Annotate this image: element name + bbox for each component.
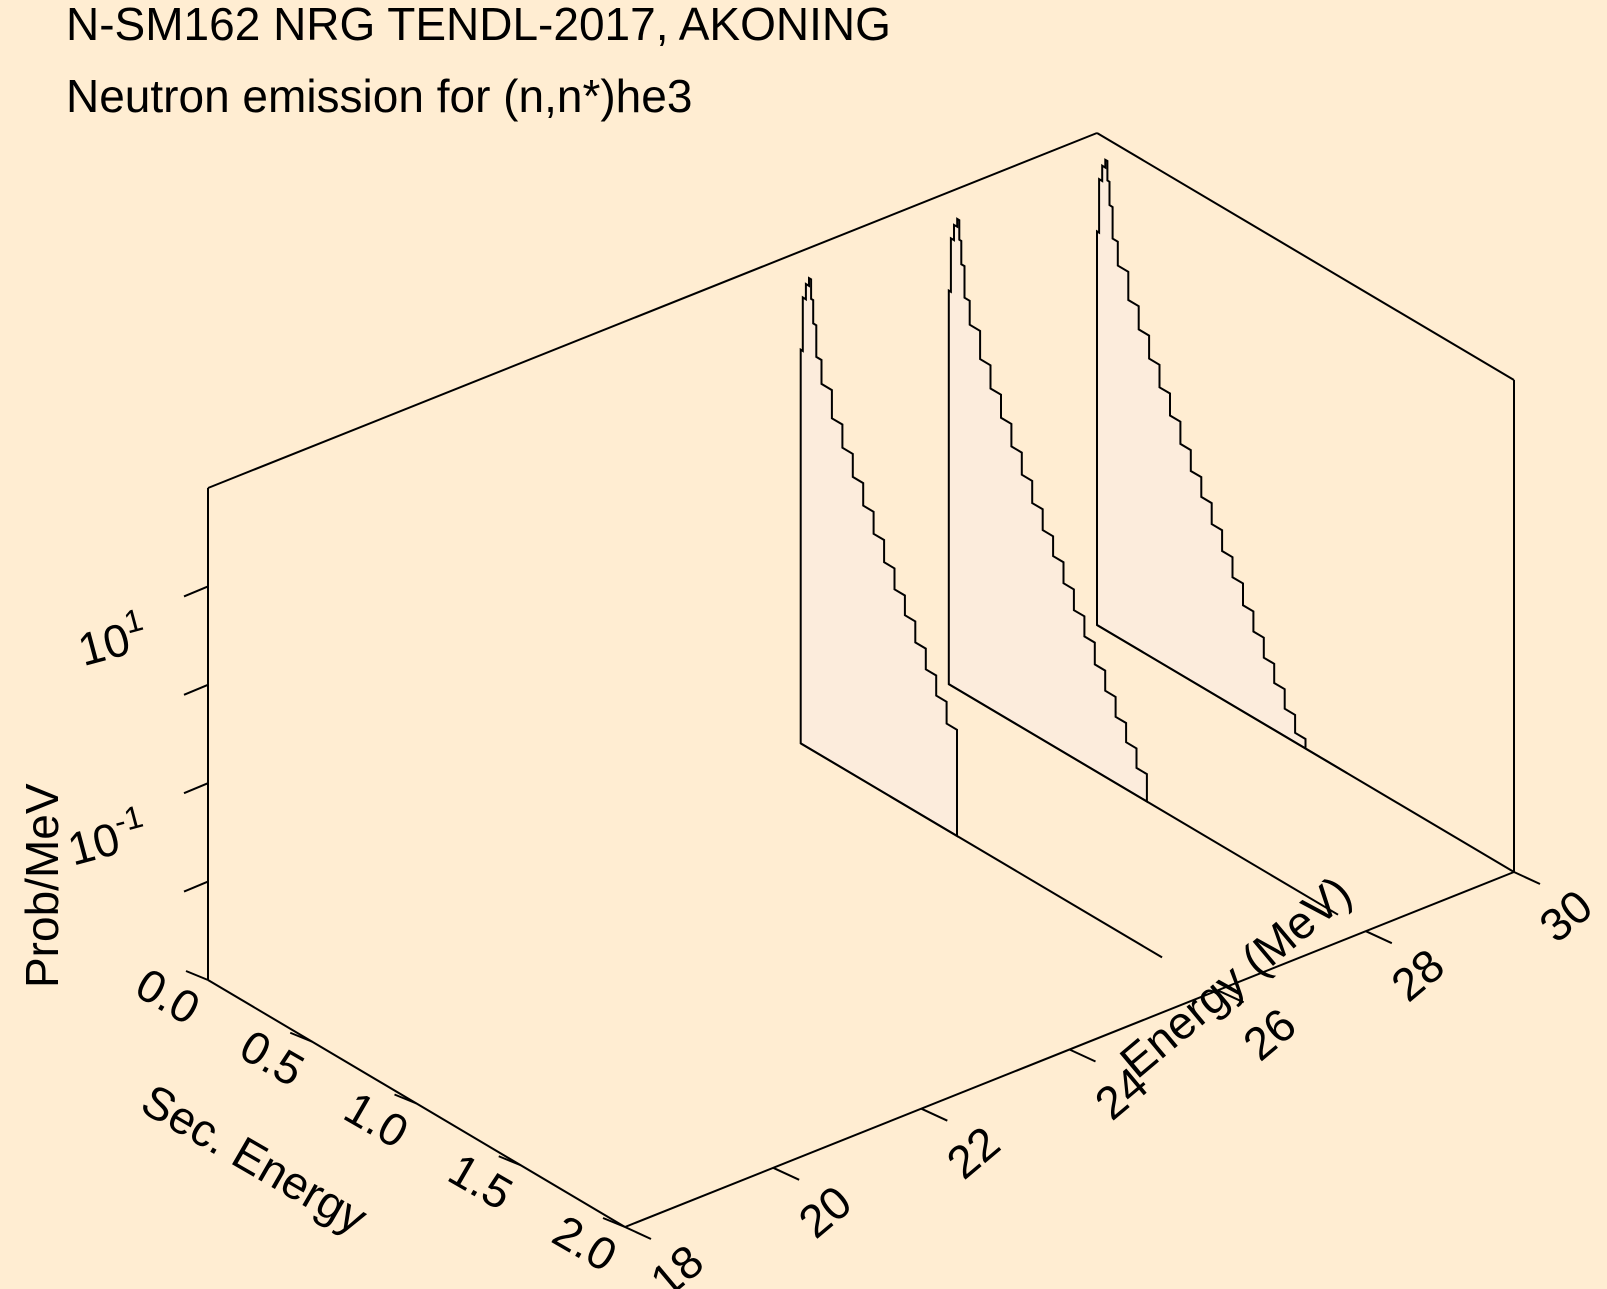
- spectrum-E30: [1096, 158, 1348, 775]
- y-tick-1: [772, 1166, 800, 1181]
- spectra-curves: [799, 158, 1515, 959]
- chart-title: N-SM162 NRG TENDL-2017, AKONING: [66, 0, 891, 50]
- y-tick-2: [920, 1107, 948, 1122]
- z-tick-label-0: 101: [71, 601, 153, 676]
- x-tick-0: [185, 970, 209, 981]
- y-tick-3: [1069, 1048, 1096, 1063]
- y-tick-5: [1365, 930, 1393, 945]
- baseline-E26: [800, 742, 1163, 959]
- y-tick-0: [624, 1226, 652, 1240]
- y-tick-6: [1513, 871, 1541, 885]
- z-tick-1e1: [183, 585, 209, 598]
- spectrum-E28: [947, 217, 1148, 804]
- baseline-E28: [948, 683, 1339, 916]
- x-tick-3: [498, 1155, 522, 1167]
- y-tick-4: [1217, 989, 1245, 1004]
- chart-subtitle: Neutron emission for (n,n*)he3: [66, 70, 692, 122]
- spectrum-E26: [799, 276, 958, 838]
- frame-top-edge: [207, 132, 1098, 489]
- z-tick-1e0: [183, 683, 209, 696]
- x-tick-1: [289, 1031, 313, 1043]
- baseline-E30: [1096, 624, 1515, 873]
- z-axis-label: Prob/MeV: [16, 783, 68, 988]
- z-tick-1e-1: [183, 782, 209, 795]
- frame-top-back-edge: [1096, 132, 1515, 381]
- x-tick-2: [394, 1093, 417, 1105]
- z-tick-1e-2: [183, 880, 209, 893]
- x-tick-4: [602, 1217, 626, 1228]
- z-tick-label-1: 10-1: [60, 798, 152, 876]
